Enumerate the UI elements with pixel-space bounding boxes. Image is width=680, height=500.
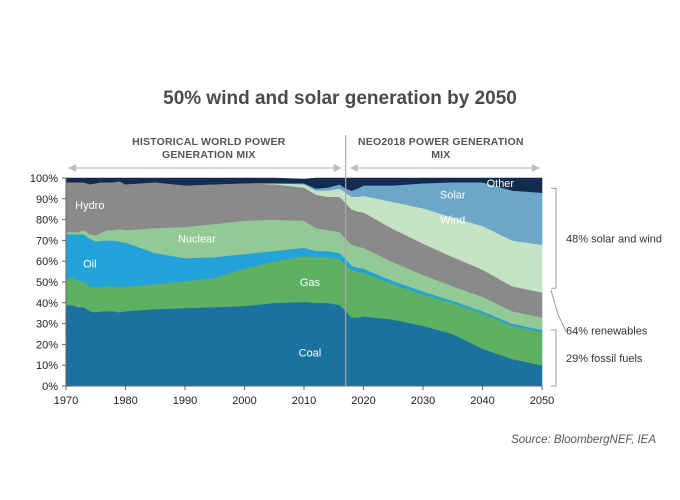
y-tick-label: 0%	[42, 381, 58, 393]
section-header-projection: NEO2018 POWER GENERATION	[358, 136, 524, 148]
y-tick-label: 70%	[36, 235, 58, 247]
series-label-nuclear: Nuclear	[178, 233, 216, 245]
arrowhead-right	[333, 164, 342, 172]
y-tick-label: 20%	[36, 339, 58, 351]
x-tick-label: 2010	[292, 395, 316, 407]
series-label-coal: Coal	[299, 348, 322, 360]
chart-title: 50% wind and solar generation by 2050	[163, 88, 517, 109]
y-tick-label: 30%	[36, 319, 58, 331]
y-tick-label: 80%	[36, 215, 58, 227]
y-tick-label: 10%	[36, 360, 58, 372]
x-tick-label: 1990	[173, 395, 197, 407]
section-header-projection: MIX	[431, 149, 450, 161]
arrowhead-right	[532, 164, 540, 172]
series-label-other: Other	[487, 178, 515, 190]
series-label-solar: Solar	[440, 190, 466, 202]
annotation-renewables: 64% renewables	[566, 325, 648, 337]
bracket-solar-wind	[551, 187, 557, 289]
series-label-oil: Oil	[83, 258, 96, 270]
x-tick-label: 2000	[232, 395, 256, 407]
arrowhead-left	[68, 164, 76, 172]
y-tick-label: 50%	[36, 277, 58, 289]
y-tick-label: 100%	[30, 173, 58, 185]
x-tick-label: 2040	[470, 395, 494, 407]
source-note: Source: BloombergNEF, IEA	[511, 434, 656, 446]
area-layer	[65, 177, 543, 387]
y-tick-label: 60%	[36, 256, 58, 268]
arrowhead-left	[349, 164, 358, 172]
annotation-fossil: 29% fossil fuels	[566, 353, 643, 365]
x-tick-label: 2030	[411, 395, 435, 407]
x-tick-label: 1980	[113, 395, 137, 407]
x-tick-label: 1970	[54, 395, 78, 407]
x-tick-label: 2050	[530, 395, 554, 407]
annotation-solar-wind: 48% solar and wind	[566, 233, 662, 245]
series-label-wind: Wind	[440, 215, 465, 227]
axes-layer: 0% 10% 20% 30% 40% 50% 60% 70% 80% 90% 100% 1970 198…	[30, 173, 554, 407]
series-label-layer: Coal Gas Oil Nuclear Hydro Wind Solar Other	[75, 178, 514, 360]
y-tick-label: 40%	[36, 298, 58, 310]
section-header-historical: HISTORICAL WORLD POWER	[132, 136, 286, 148]
y-tick-label: 90%	[36, 194, 58, 206]
area-other	[65, 177, 543, 193]
bracket-renewables	[550, 290, 567, 332]
series-label-hydro: Hydro	[75, 200, 104, 212]
series-label-gas: Gas	[300, 277, 321, 289]
section-header-historical: GENERATION MIX	[162, 149, 256, 161]
bracket-fossil	[551, 329, 557, 387]
x-tick-label: 2020	[351, 395, 375, 407]
